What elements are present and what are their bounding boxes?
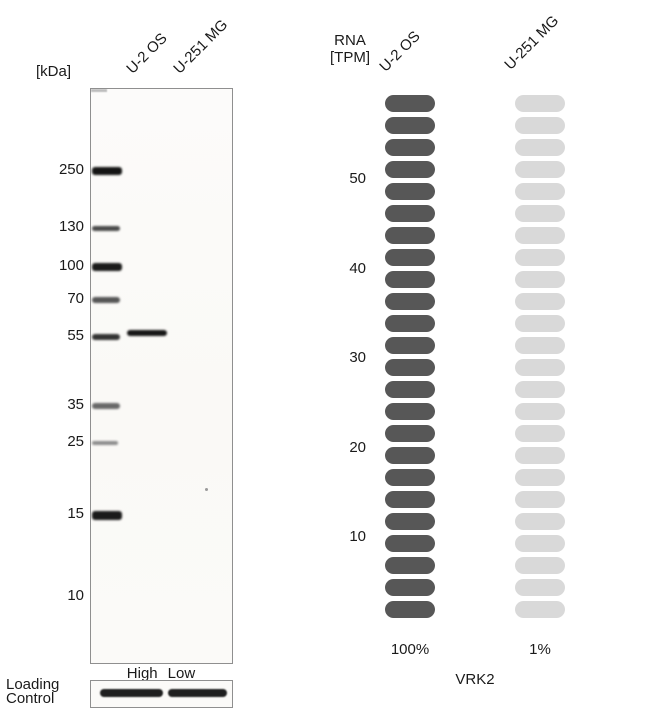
tpm-pill <box>385 601 435 618</box>
tpm-pill <box>385 337 435 354</box>
loading-control-image <box>90 680 233 708</box>
marker-ladder-band <box>92 403 120 409</box>
tpm-pill <box>515 601 565 618</box>
tpm-pill <box>385 139 435 156</box>
tpm-pill <box>385 293 435 310</box>
tpm-pill <box>385 447 435 464</box>
tpm-pill <box>515 535 565 552</box>
western-blot-image <box>90 88 233 664</box>
tpm-pill <box>515 139 565 156</box>
tpm-pill <box>515 227 565 244</box>
tpm-pill <box>385 403 435 420</box>
tpm-pill <box>515 447 565 464</box>
rna-axis-label-line1: RNA <box>334 32 366 49</box>
tpm-pill <box>385 161 435 178</box>
marker-weight-label: 70 <box>67 290 84 307</box>
tpm-pill <box>515 381 565 398</box>
tpm-pill <box>515 359 565 376</box>
tpm-tick-label: 50 <box>349 170 366 187</box>
rna-axis-label-line2: [TPM] <box>330 49 370 66</box>
tpm-pill <box>385 117 435 134</box>
tpm-pill <box>385 513 435 530</box>
gene-name-label: VRK2 <box>455 671 495 688</box>
expression-high-label: High <box>126 665 158 682</box>
speck-artifact <box>205 488 208 491</box>
expression-low-label: Low <box>167 665 196 682</box>
marker-ladder-band <box>92 225 120 231</box>
expression-level-row: High Low <box>96 664 226 684</box>
tpm-pill <box>515 183 565 200</box>
tpm-pill <box>385 579 435 596</box>
tpm-tick-label: 40 <box>349 259 366 277</box>
tpm-pill <box>385 491 435 508</box>
rna-tpm-axis-label: RNA [TPM] <box>318 32 382 66</box>
tpm-pill <box>515 95 565 112</box>
tpm-pill <box>515 403 565 420</box>
tpm-pill <box>385 95 435 112</box>
kda-unit-label: [kDa] <box>36 63 72 80</box>
marker-weight-label: 15 <box>67 505 84 522</box>
marker-ladder-band <box>92 510 122 520</box>
tpm-pill <box>515 315 565 332</box>
tpm-pill <box>385 359 435 376</box>
faint-band-artifact <box>91 89 107 92</box>
tpm-pill <box>515 205 565 222</box>
tpm-pill <box>385 227 435 244</box>
tpm-pill <box>385 183 435 200</box>
tpm-tick-label: 30 <box>349 349 366 366</box>
sample-band-55kda <box>127 330 167 336</box>
percent-label-u2os: 100% <box>390 641 430 658</box>
tpm-pill <box>515 579 565 596</box>
tpm-pill <box>515 491 565 508</box>
marker-ladder-band <box>92 263 122 271</box>
tpm-pill <box>515 425 565 442</box>
loading-control-label: Loading Control <box>6 676 60 707</box>
tpm-pill <box>515 117 565 134</box>
percent-label-u251mg: 1% <box>529 641 551 658</box>
tpm-pill <box>385 315 435 332</box>
tpm-pill <box>515 249 565 266</box>
loading-control-band-1 <box>100 689 163 697</box>
tpm-pill <box>515 161 565 178</box>
tpm-pill <box>385 469 435 486</box>
marker-ladder-band <box>92 334 120 340</box>
tpm-pill <box>515 557 565 574</box>
loading-control-band-2 <box>168 689 227 697</box>
marker-ladder-band <box>92 297 120 303</box>
marker-ladder-band <box>92 441 118 445</box>
pill-stack-u2os <box>385 95 435 618</box>
marker-weight-label: 100 <box>58 257 84 274</box>
rna-col-label-u251mg: U-251 MG <box>501 12 563 74</box>
marker-weight-label: 35 <box>67 396 84 413</box>
tpm-pill <box>385 381 435 398</box>
tpm-pill <box>515 337 565 354</box>
wb-lane-label-u251mg: U-251 MG <box>170 16 232 78</box>
tpm-pill <box>385 557 435 574</box>
tpm-pill <box>385 205 435 222</box>
tpm-tick-label: 20 <box>349 438 366 456</box>
marker-weight-label: 25 <box>67 433 84 450</box>
tpm-tick-label: 10 <box>349 528 366 545</box>
loading-control-label-line2: Control <box>6 690 55 707</box>
rna-col-label-u2os: U-2 OS <box>376 27 424 76</box>
wb-lane-label-u2os: U-2 OS <box>123 29 171 78</box>
tpm-pill <box>385 249 435 266</box>
tpm-pill <box>385 535 435 552</box>
marker-weight-label: 130 <box>58 218 84 235</box>
pill-stack-u251mg <box>515 95 565 618</box>
marker-weight-label: 250 <box>58 161 84 178</box>
loading-control-label-line1: Loading <box>6 676 60 693</box>
marker-weight-label: 10 <box>67 587 84 604</box>
marker-weight-label: 55 <box>67 327 84 344</box>
tpm-pill <box>515 469 565 486</box>
tpm-pill <box>385 425 435 442</box>
tpm-pill <box>515 513 565 530</box>
tpm-pill <box>515 271 565 288</box>
tpm-pill <box>385 271 435 288</box>
tpm-pill <box>515 293 565 310</box>
marker-ladder-band <box>92 167 122 175</box>
